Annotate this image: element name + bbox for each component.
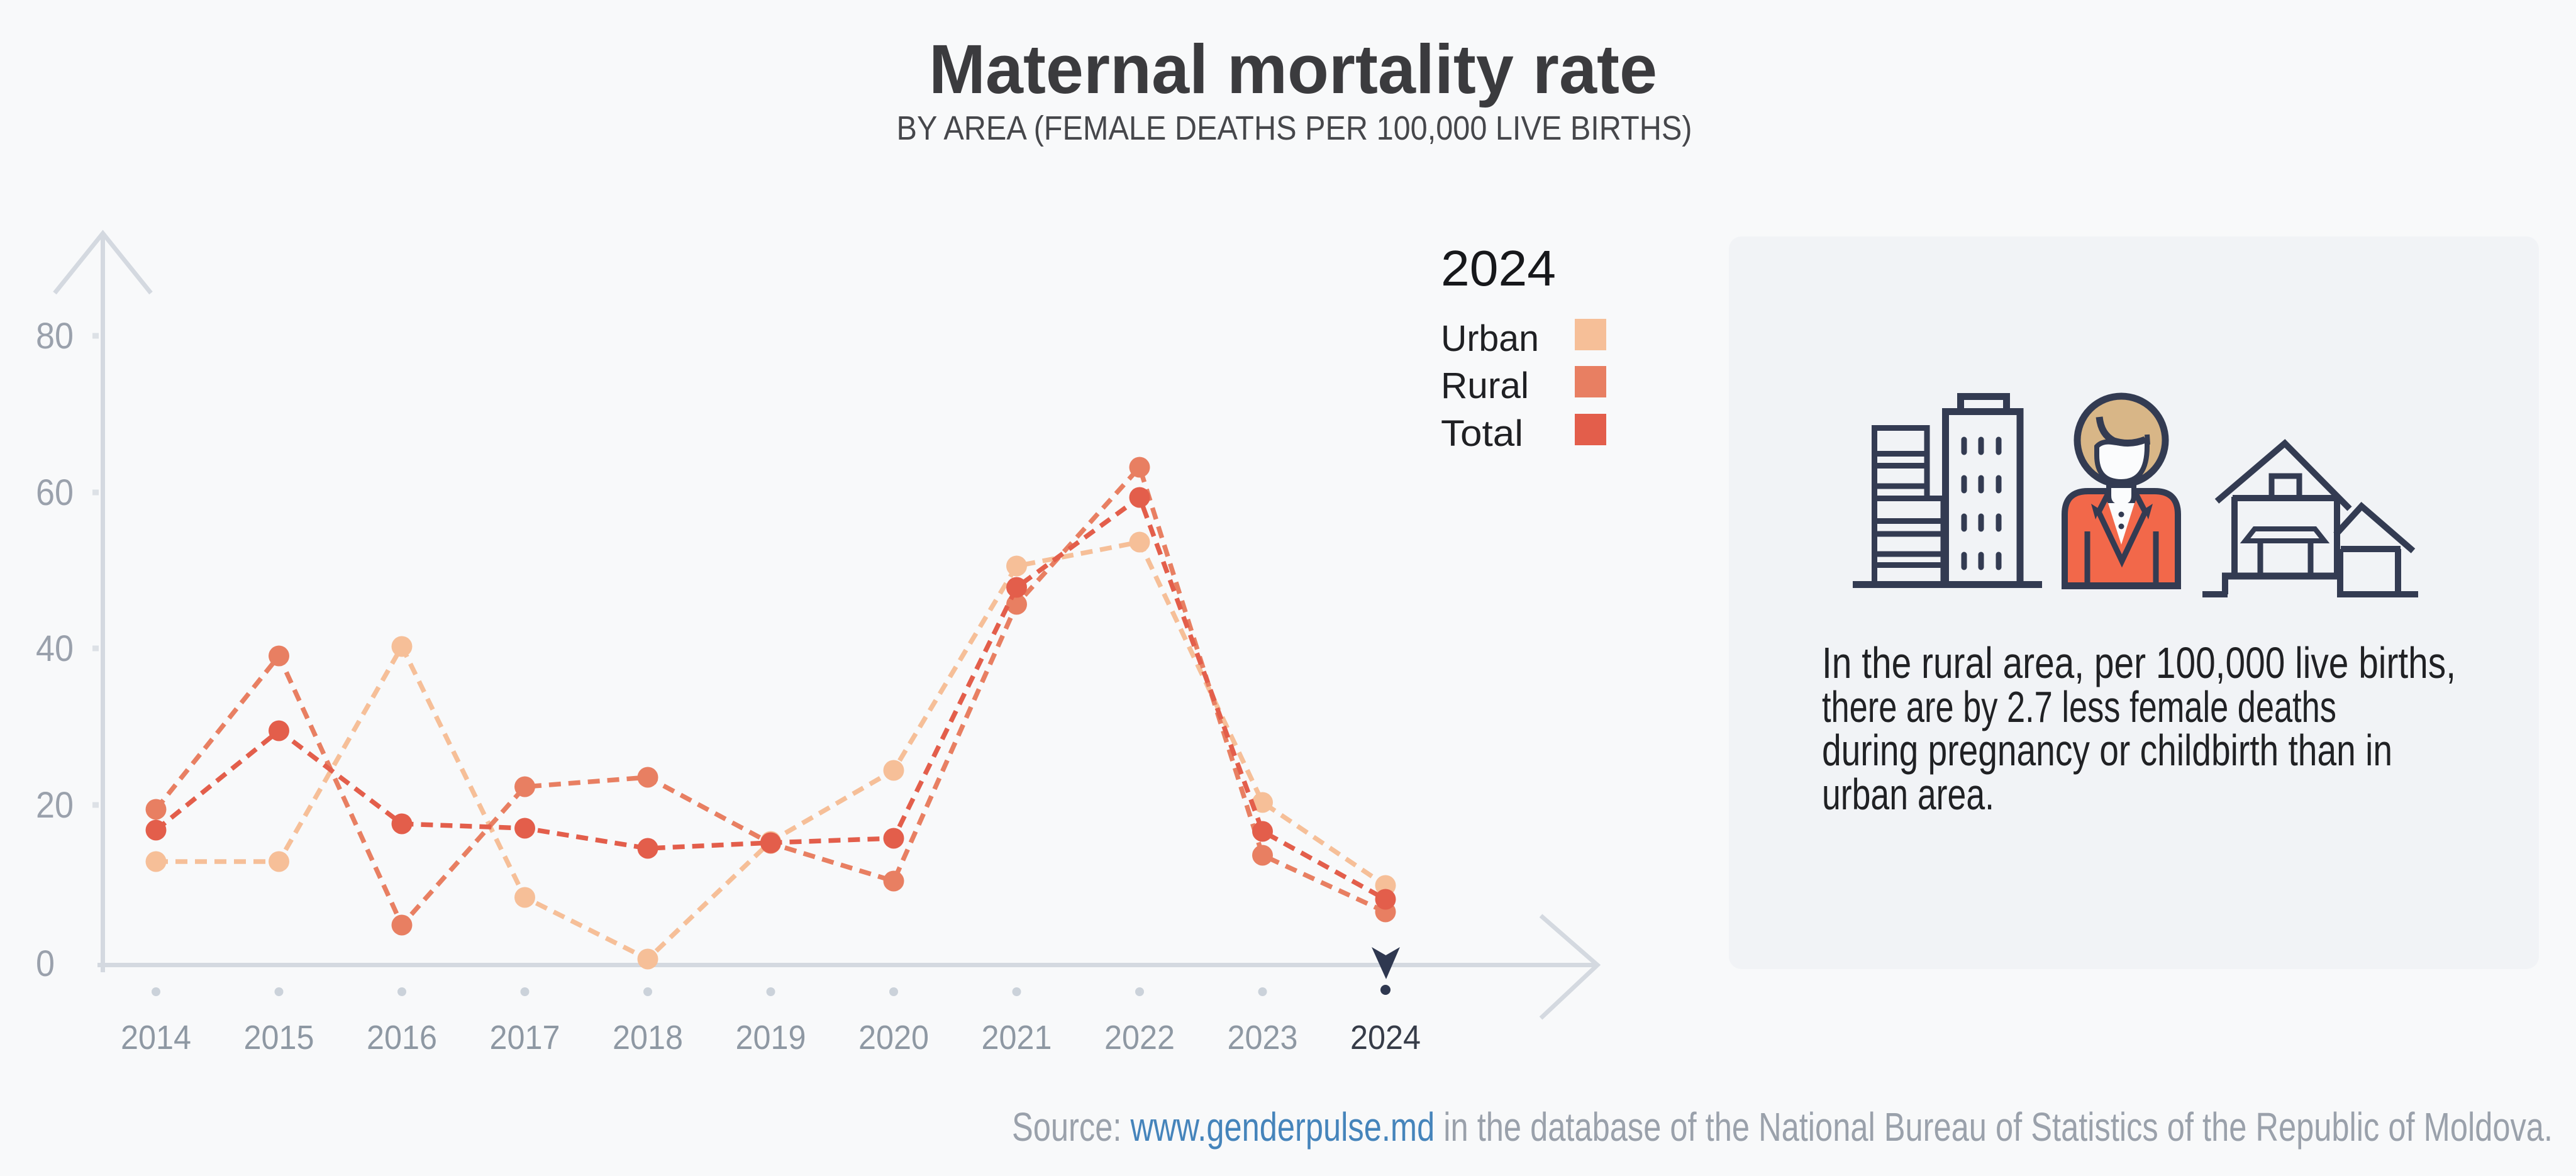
svg-text:2022: 2022 [1104,1019,1175,1057]
svg-text:BY AREA (FEMALE DEATHS PER 100: BY AREA (FEMALE DEATHS PER 100,000 LIVE … [897,109,1692,147]
svg-text:Maternal mortality rate: Maternal mortality rate [929,31,1657,108]
svg-text:2024: 2024 [1350,1019,1421,1057]
svg-text:Rural: Rural [1441,365,1529,406]
svg-text:40: 40 [36,628,74,669]
svg-text:2020: 2020 [858,1019,929,1057]
svg-text:Total: Total [1441,413,1523,454]
svg-text:In the rural area, per 100,000: In the rural area, per 100,000 live birt… [1822,638,2456,687]
svg-text:2017: 2017 [490,1019,560,1057]
svg-text:20: 20 [36,785,74,826]
svg-text:there are by 2.7 less female d: there are by 2.7 less female deaths [1822,682,2336,731]
svg-text:2019: 2019 [736,1019,806,1057]
svg-text:2016: 2016 [367,1019,437,1057]
svg-text:urban area.: urban area. [1822,770,1994,819]
svg-text:80: 80 [36,316,74,357]
svg-text:2021: 2021 [982,1019,1052,1057]
svg-text:Urban: Urban [1441,318,1539,359]
svg-text:Source: www.genderpulse.md in: Source: www.genderpulse.md in the databa… [1012,1104,2553,1150]
svg-text:60: 60 [36,472,74,513]
svg-text:2018: 2018 [613,1019,683,1057]
svg-text:during pregnancy or childbirth: during pregnancy or childbirth than in [1822,726,2392,775]
svg-text:2015: 2015 [244,1019,314,1057]
svg-text:0: 0 [36,943,55,984]
svg-text:2023: 2023 [1228,1019,1298,1057]
svg-text:2014: 2014 [121,1019,191,1057]
svg-text:2024: 2024 [1441,240,1556,296]
